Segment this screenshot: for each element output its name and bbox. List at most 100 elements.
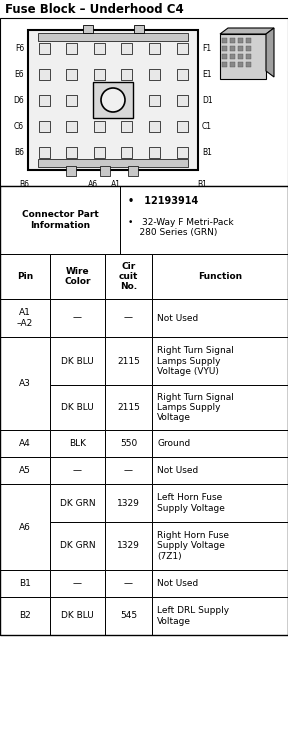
Text: DK BLU: DK BLU (61, 357, 94, 366)
Bar (50, 484, 105, 522)
Bar (0, 0, 288, 18)
Text: B1: B1 (202, 147, 212, 156)
Text: A3: A3 (19, 379, 31, 388)
Bar (82, 25, 92, 33)
Text: Not Used: Not Used (157, 466, 198, 475)
Text: B6: B6 (19, 180, 29, 189)
Bar (152, 254, 288, 299)
Bar (121, 43, 132, 54)
Bar (39, 121, 50, 131)
Text: Left Horn Fuse
Supply Voltage: Left Horn Fuse Supply Voltage (157, 493, 225, 513)
Text: Right Horn Fuse
Supply Voltage
(7Z1): Right Horn Fuse Supply Voltage (7Z1) (157, 531, 229, 561)
Bar (230, 54, 235, 59)
Bar (177, 69, 187, 80)
Bar (0, 430, 50, 457)
Bar (152, 597, 288, 635)
Bar (39, 69, 50, 80)
Text: Wire
Color: Wire Color (64, 267, 91, 286)
Bar (66, 94, 77, 105)
Bar (152, 484, 288, 522)
Bar (50, 430, 105, 457)
Text: 2115: 2115 (117, 403, 140, 412)
Bar (66, 147, 77, 158)
Text: 545: 545 (120, 612, 137, 621)
Bar (105, 597, 152, 635)
Bar (152, 457, 288, 484)
Bar (149, 94, 160, 105)
Bar (238, 46, 243, 51)
Text: C1: C1 (202, 122, 212, 130)
Polygon shape (266, 28, 274, 77)
Text: F1: F1 (202, 43, 211, 52)
Bar (94, 121, 105, 131)
Text: E1: E1 (202, 69, 211, 79)
Text: B1: B1 (197, 180, 207, 189)
Bar (94, 147, 105, 158)
Text: —: — (124, 313, 133, 323)
Text: —: — (73, 466, 82, 475)
Text: B1: B1 (19, 579, 31, 588)
Bar (0, 18, 288, 186)
Bar (50, 457, 105, 484)
Text: F6: F6 (15, 43, 24, 52)
Bar (149, 121, 160, 131)
Bar (152, 570, 288, 597)
Bar (38, 159, 188, 167)
Text: Not Used: Not Used (157, 313, 198, 323)
Bar (177, 121, 187, 131)
Bar (50, 597, 105, 635)
Bar (238, 54, 243, 59)
Bar (105, 385, 152, 430)
Text: C6: C6 (14, 122, 24, 130)
Bar (28, 30, 198, 170)
Bar (222, 62, 227, 67)
Bar (152, 430, 288, 457)
Bar (0, 186, 120, 254)
Text: E6: E6 (14, 69, 24, 79)
Bar (99, 166, 109, 176)
Bar (0, 186, 288, 635)
Bar (50, 522, 105, 570)
Bar (66, 121, 77, 131)
Bar (149, 43, 160, 54)
Polygon shape (220, 28, 274, 34)
Bar (177, 43, 187, 54)
Bar (246, 62, 251, 67)
Bar (222, 38, 227, 43)
Bar (177, 147, 187, 158)
Bar (0, 337, 50, 430)
Text: DK GRN: DK GRN (60, 542, 95, 551)
Bar (152, 385, 288, 430)
Text: —: — (124, 466, 133, 475)
Text: Fuse Block – Underhood C4: Fuse Block – Underhood C4 (5, 2, 184, 15)
Bar (0, 299, 50, 337)
Bar (0, 597, 50, 635)
Text: Left DRL Supply
Voltage: Left DRL Supply Voltage (157, 607, 229, 626)
Bar (238, 38, 243, 43)
Bar (105, 522, 152, 570)
Text: 2115: 2115 (117, 357, 140, 366)
Bar (152, 522, 288, 570)
Bar (105, 430, 152, 457)
Text: —: — (73, 313, 82, 323)
Bar (222, 54, 227, 59)
Bar (246, 38, 251, 43)
Bar (93, 82, 133, 118)
Text: Ground: Ground (157, 439, 190, 448)
Text: Pin: Pin (17, 272, 33, 281)
Bar (0, 484, 50, 570)
Bar (94, 69, 105, 80)
Bar (65, 166, 75, 176)
Text: B6: B6 (14, 147, 24, 156)
Bar (50, 299, 105, 337)
Bar (105, 254, 152, 299)
Bar (39, 43, 50, 54)
Bar (149, 69, 160, 80)
Bar (105, 299, 152, 337)
Text: A1: A1 (111, 180, 122, 189)
Text: DK GRN: DK GRN (60, 498, 95, 508)
Text: Function: Function (198, 272, 242, 281)
Text: Right Turn Signal
Lamps Supply
Voltage (VYU): Right Turn Signal Lamps Supply Voltage (… (157, 346, 234, 376)
Text: A5: A5 (19, 466, 31, 475)
Bar (0, 457, 50, 484)
